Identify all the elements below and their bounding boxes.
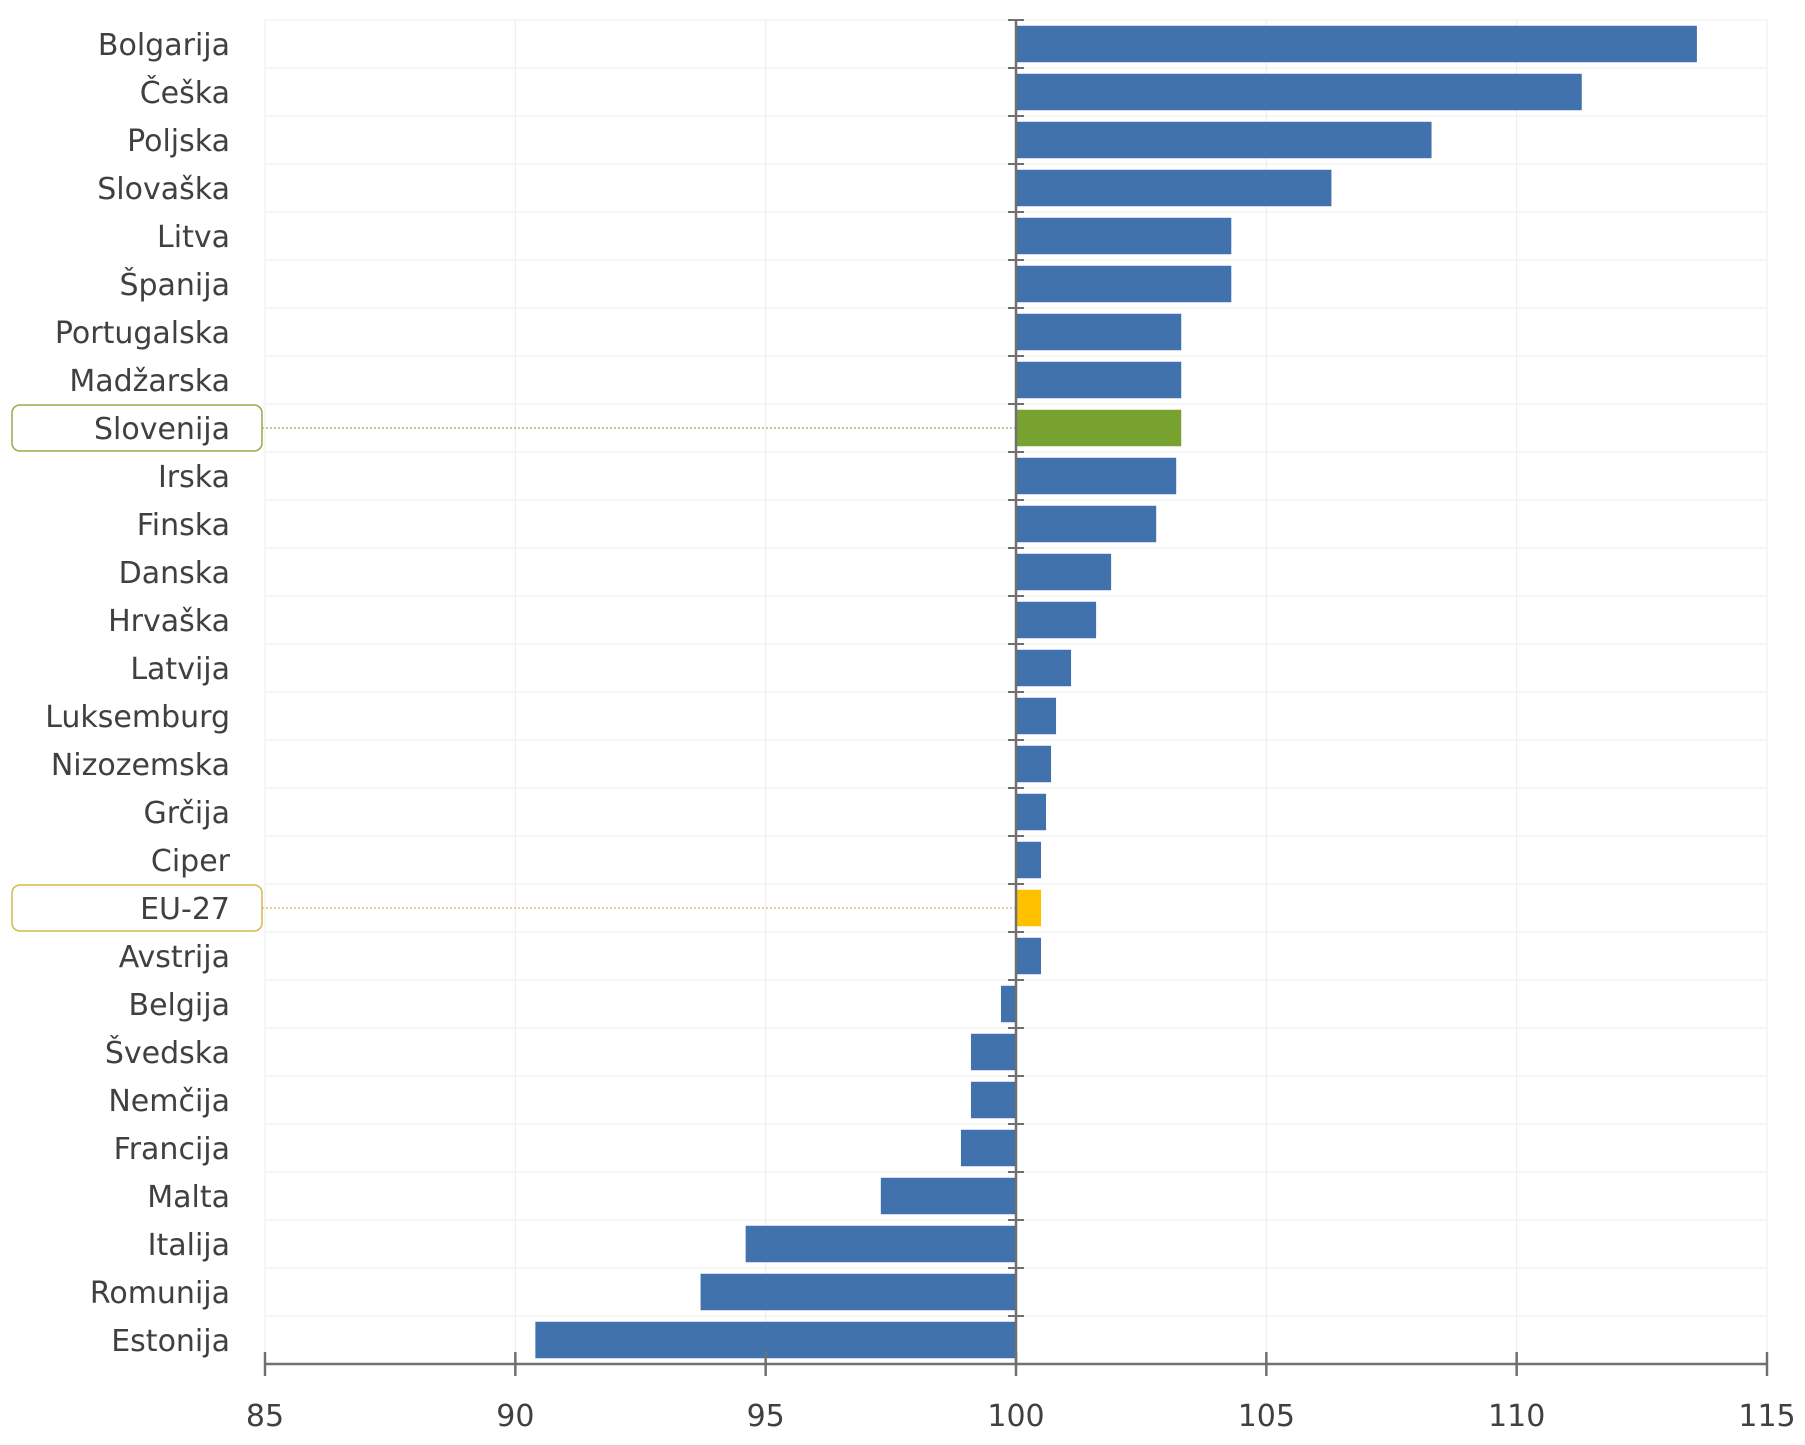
category-label-ceska: Češka [140,74,230,111]
x-tick-labels: 85 90 95 100 105 110 115 [246,1399,1796,1434]
bar-francija [960,1129,1016,1167]
category-label-latvija: Latvija [130,652,230,687]
x-tick-label: 100 [987,1399,1044,1434]
bar-irska [1016,457,1177,495]
category-label-slovaska: Slovaška [97,172,230,207]
category-label-ciper: Ciper [151,844,231,879]
category-label-irska: Irska [158,460,230,495]
category-label-malta: Malta [147,1180,230,1215]
category-label-nizozemska: Nizozemska [51,748,230,783]
category-label-nemcija: Nemčija [108,1084,230,1119]
bar-estonija [535,1321,1016,1359]
category-label-italija: Italija [148,1228,230,1263]
axes [263,19,1769,1376]
bar-nemcija [970,1081,1016,1119]
bar-bolgarija [1016,25,1697,63]
bar-slovenija [1016,409,1182,447]
category-label-poljska: Poljska [127,124,230,159]
bar-luksemburg [1016,697,1057,735]
bar-svedska [970,1033,1016,1071]
category-label-belgija: Belgija [129,988,230,1023]
bar-finska [1016,505,1157,543]
bar-belgija [1000,985,1016,1023]
category-label-avstrija: Avstrija [119,940,230,975]
category-label-francija: Francija [114,1132,230,1167]
category-label-grcija: Grčija [144,796,230,831]
category-label-danska: Danska [119,556,230,591]
category-label-litva: Litva [157,220,230,255]
bar-slovaska [1016,169,1332,207]
category-label-eu-27: EU-27 [140,892,230,927]
bar-latvija [1016,649,1072,687]
category-label-finska: Finska [137,508,230,543]
bar-ciper [1016,841,1042,879]
bar-portugalska [1016,313,1182,351]
bar-italija [745,1225,1016,1263]
bar-hrvaska [1016,601,1097,639]
x-tick-label: 105 [1238,1399,1295,1434]
category-label-bolgarija: Bolgarija [98,28,230,63]
bar-madzarska [1016,361,1182,399]
category-label-estonija: Estonija [111,1324,230,1359]
highlight-callouts [11,404,1016,932]
category-label-hrvaska: Hrvaška [108,604,230,639]
x-tick-label: 110 [1488,1399,1545,1434]
category-label-romunija: Romunija [90,1276,230,1311]
bar-ceska [1016,73,1582,111]
bar-malta [880,1177,1016,1215]
bar-nizozemska [1016,745,1052,783]
bar-poljska [1016,121,1432,159]
x-tick-label: 95 [747,1399,785,1434]
x-tick-label: 90 [496,1399,534,1434]
category-label-madzarska: Madžarska [69,364,230,399]
bar-spanija [1016,265,1232,303]
bar-eu-27 [1016,889,1042,927]
bar-avstrija [1016,937,1042,975]
x-tick-label: 85 [246,1399,284,1434]
bars [535,25,1697,1359]
bar-litva [1016,217,1232,255]
category-label-slovenija: Slovenija [94,412,230,447]
category-label-portugalska: Portugalska [55,316,230,351]
x-tick-label: 115 [1738,1399,1795,1434]
category-label-luksemburg: Luksemburg [45,700,230,735]
category-label-svedska: Švedska [105,1034,230,1071]
bar-danska [1016,553,1112,591]
category-labels: Bolgarija Češka Poljska Slovaška Litva Španij… [45,28,230,1359]
bar-romunija [700,1273,1016,1311]
category-label-spanija: Španija [119,266,230,303]
bar-grcija [1016,793,1047,831]
